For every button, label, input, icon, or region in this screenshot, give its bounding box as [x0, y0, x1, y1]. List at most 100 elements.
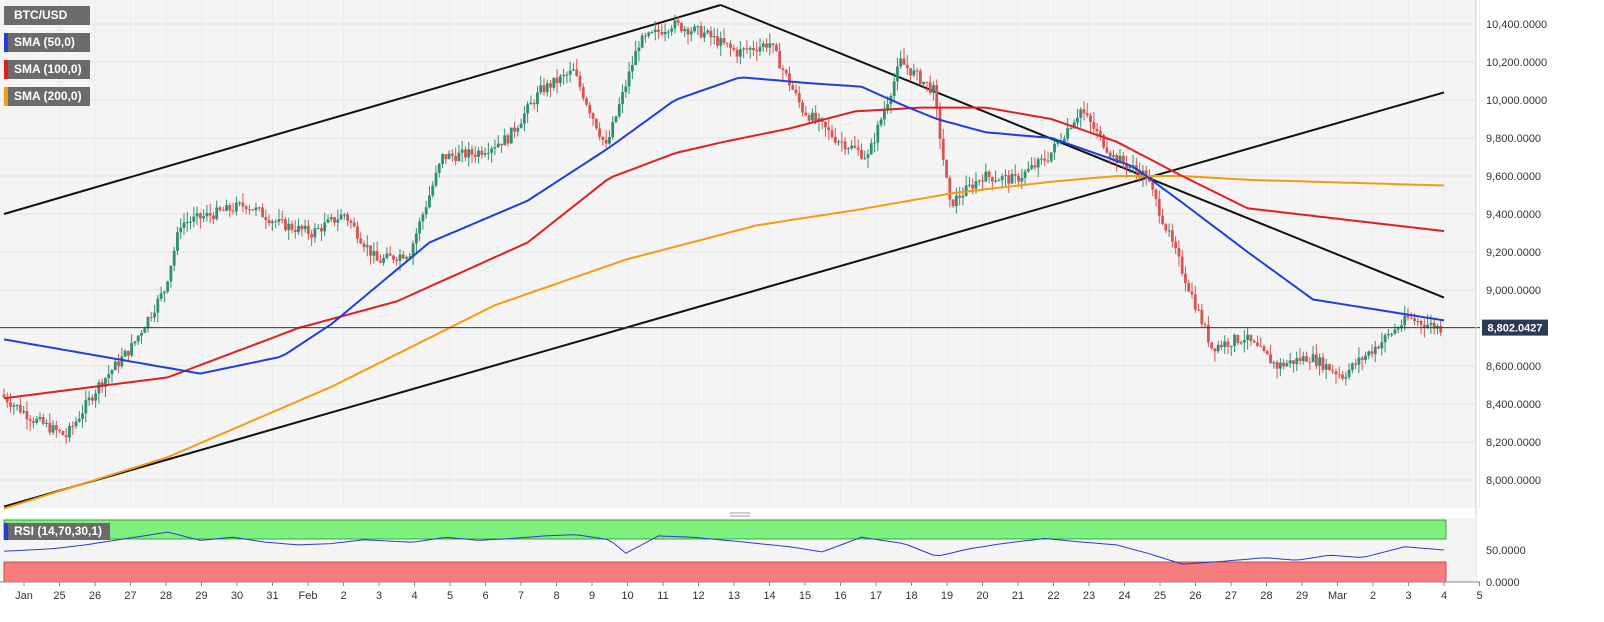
- candle-body: [2, 394, 6, 398]
- candle-body: [172, 250, 176, 266]
- candle-body: [902, 58, 906, 65]
- candle-body: [392, 255, 395, 260]
- candle-body: [807, 115, 811, 121]
- candle-body: [1023, 171, 1027, 178]
- candle-body: [712, 36, 716, 38]
- candle-body: [1164, 224, 1168, 231]
- candle-body: [506, 135, 510, 144]
- candle-body: [326, 219, 330, 223]
- candle-body: [575, 69, 579, 76]
- legend: BTC/USD SMA (50,0) SMA (100,0) SMA (200,…: [4, 6, 90, 114]
- candle-body: [1422, 324, 1426, 328]
- candle-body: [1282, 362, 1286, 367]
- candle-body: [149, 317, 153, 319]
- candle-body: [657, 29, 660, 32]
- candle-body: [1324, 364, 1328, 370]
- candle-body: [846, 148, 850, 150]
- candle-body: [810, 112, 814, 121]
- candle-body: [532, 102, 536, 105]
- candle-body: [202, 216, 206, 219]
- candle-body: [801, 102, 804, 113]
- symbol-text: BTC/USD: [14, 8, 68, 22]
- y-tick-label: 8,400.0000: [1486, 399, 1541, 411]
- sma-100-label: SMA (100,0): [4, 60, 90, 79]
- candle-body: [1112, 155, 1115, 157]
- candle-body: [32, 421, 35, 423]
- candle-body: [81, 413, 84, 419]
- rsi-label: RSI (14,70,30,1): [4, 523, 111, 540]
- candle-body: [300, 225, 304, 230]
- candle-body: [899, 58, 903, 67]
- x-tick-label: 7: [518, 590, 524, 602]
- x-tick-label: Mar: [1328, 590, 1347, 602]
- candle-body: [1344, 377, 1348, 379]
- candle-body: [274, 221, 278, 223]
- candle-body: [611, 121, 615, 138]
- candle-body: [637, 47, 641, 52]
- candle-body: [434, 172, 438, 186]
- candle-body: [45, 422, 48, 424]
- candle-body: [1062, 138, 1066, 142]
- x-tick-label: 10: [621, 590, 633, 602]
- current-price-tag: 8,802.0427: [1482, 319, 1548, 336]
- candle-body: [100, 382, 104, 387]
- candle-body: [143, 328, 147, 333]
- candle-body: [447, 153, 451, 160]
- x-tick-label: 23: [1083, 590, 1095, 602]
- candle-body: [329, 217, 333, 220]
- candle-body: [837, 141, 840, 143]
- candle-body: [588, 104, 592, 114]
- candle-body: [676, 20, 680, 23]
- rsi-label-text: RSI (14,70,30,1): [14, 524, 103, 538]
- x-tick-label: 16: [834, 590, 846, 602]
- candle-body: [647, 32, 651, 36]
- candle-body: [159, 293, 163, 299]
- candle-body: [90, 397, 94, 401]
- candle-body: [905, 64, 909, 69]
- candle-body: [1154, 189, 1158, 199]
- candle-body: [1292, 360, 1295, 364]
- candle-body: [860, 149, 863, 159]
- candle-body: [735, 49, 739, 57]
- candle-body: [414, 233, 418, 244]
- candle-body: [1256, 342, 1259, 346]
- candle-body: [1066, 128, 1070, 139]
- candle-body: [752, 47, 755, 51]
- candle-body: [107, 374, 111, 379]
- candle-body: [372, 251, 376, 256]
- candle-body: [244, 206, 248, 210]
- rsi-overbought-zone: [3, 519, 1447, 540]
- svg-text:8,802.0427: 8,802.0427: [1487, 323, 1542, 335]
- candle-body: [696, 26, 700, 28]
- y-tick-label: 9,000.0000: [1486, 285, 1541, 297]
- x-tick-label: 12: [692, 590, 704, 602]
- candle-body: [771, 43, 775, 45]
- candle-body: [794, 89, 798, 94]
- candle-body: [408, 256, 412, 258]
- x-tick-label: 28: [160, 590, 172, 602]
- candle-body: [624, 86, 628, 92]
- candle-body: [140, 332, 143, 336]
- candle-body: [519, 123, 523, 129]
- candle-body: [166, 281, 170, 292]
- candle-body: [1095, 128, 1099, 131]
- candle-body: [1272, 362, 1276, 364]
- candle-body: [1246, 334, 1250, 341]
- candle-body: [1311, 354, 1315, 362]
- candle-body: [833, 136, 837, 143]
- candle-body: [104, 378, 107, 387]
- candle-body: [850, 145, 854, 149]
- candle-body: [306, 225, 310, 234]
- candle-body: [431, 185, 435, 196]
- candle-body: [1017, 175, 1020, 182]
- candle-body: [398, 254, 402, 261]
- candle-body: [208, 213, 212, 216]
- candle-body: [418, 221, 422, 234]
- x-tick-label: 22: [1047, 590, 1059, 602]
- candle-body: [395, 259, 399, 261]
- candle-body: [356, 226, 359, 239]
- candle-body: [526, 104, 530, 114]
- candle-body: [441, 154, 444, 164]
- candle-body: [477, 150, 480, 157]
- candle-body: [35, 418, 39, 423]
